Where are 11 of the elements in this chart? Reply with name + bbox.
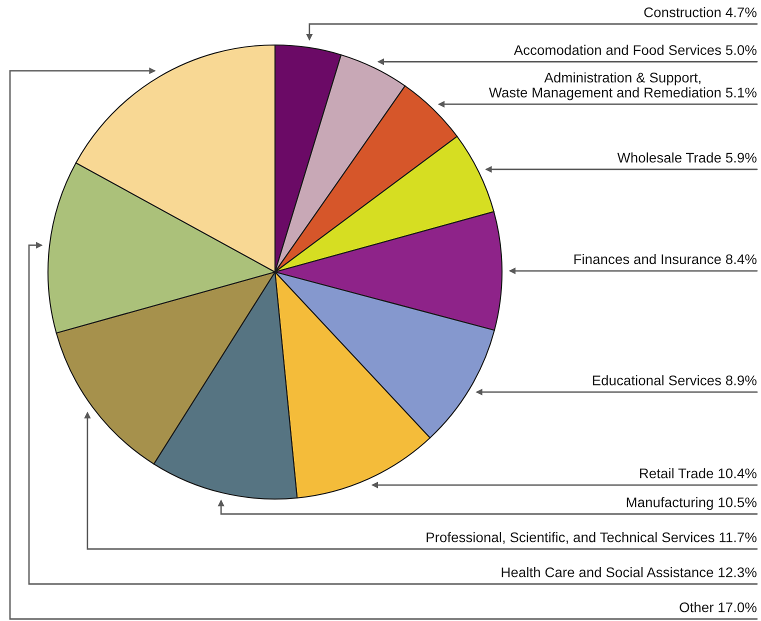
slice-label: Manufacturing 10.5%: [626, 497, 757, 510]
slice-label: Wholesale Trade 5.9%: [617, 152, 757, 163]
slice-label: Professional, Scientific, and Technical Services 11.7%: [426, 532, 757, 544]
slice-label: Accomodation and Food Services 5.0%: [514, 44, 757, 56]
slice-label: Health Care and Social Assistance 12.3%: [502, 567, 757, 578]
slice-label: Educational Services 8.9%: [592, 375, 757, 386]
slice-label: Other 17.0%: [680, 602, 757, 612]
slice-label: Retail Trade 10.4%: [640, 468, 757, 478]
slice-label: Construction 4.7%: [644, 7, 757, 18]
slice-label: Finances and Insurance 8.4%: [574, 254, 757, 264]
slice-label: Administration & Support, Waste Management and Remediation 5.1%: [488, 72, 757, 100]
